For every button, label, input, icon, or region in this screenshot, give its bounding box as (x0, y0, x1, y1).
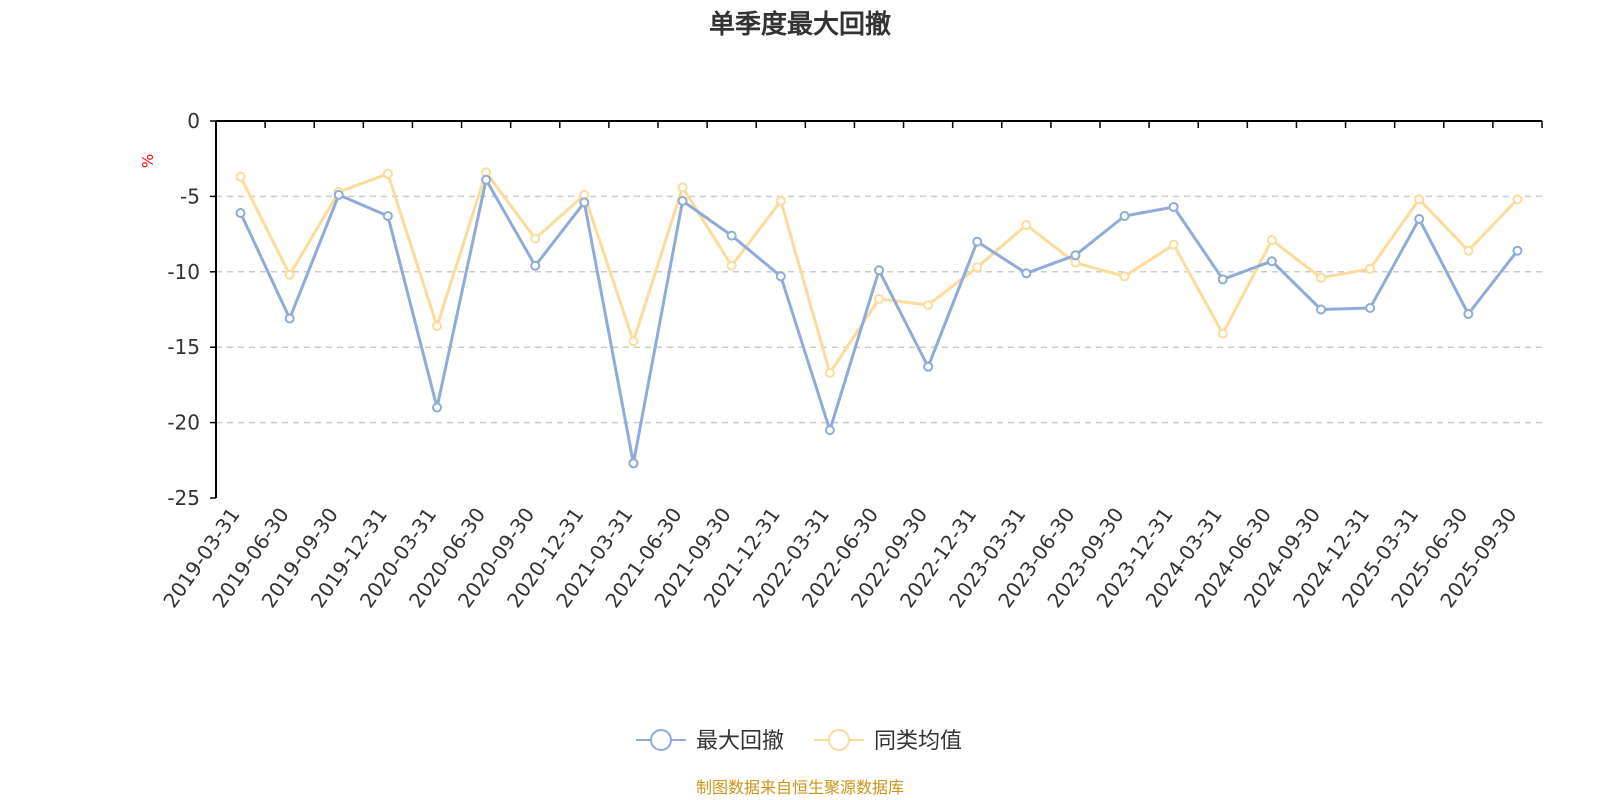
grid-lines (216, 195, 1542, 424)
legend-circle-icon (828, 729, 850, 751)
data-point (481, 174, 492, 185)
legend-item-max-drawdown[interactable]: 最大回撤 (636, 729, 784, 754)
series-max-drawdown (235, 174, 1523, 469)
axes (210, 120, 1543, 499)
data-point (1021, 268, 1032, 279)
y-tick-label: -25 (167, 486, 200, 510)
x-tick-labels: 2019-03-312019-06-302019-09-302019-12-31… (158, 503, 1521, 612)
data-point (1414, 194, 1425, 205)
data-point (1316, 272, 1326, 283)
data-point (530, 260, 541, 271)
data-point (1512, 245, 1523, 256)
legend-circle-icon (650, 729, 672, 751)
data-point (382, 211, 393, 222)
data-point (972, 236, 983, 247)
y-tick-labels: 0 -5 -10 -15 -20 -25 (167, 109, 200, 510)
data-point (1119, 211, 1130, 222)
data-point (530, 233, 541, 244)
data-point (284, 269, 295, 280)
data-point (1168, 201, 1179, 212)
data-point (775, 271, 786, 282)
data-point (382, 168, 393, 179)
y-tick-label: -20 (167, 411, 200, 435)
series-line (239, 178, 1519, 465)
data-point (235, 171, 246, 182)
data-point (824, 425, 835, 436)
data-point (1266, 256, 1277, 267)
data-point (1414, 214, 1425, 225)
data-point (775, 195, 786, 206)
data-point (1316, 304, 1326, 315)
y-tick-label: -15 (167, 335, 200, 359)
data-point (432, 402, 442, 413)
series-peer-average (235, 167, 1523, 378)
data-point (923, 361, 934, 372)
data-point (1217, 328, 1228, 339)
data-point (284, 313, 295, 324)
data-point (1119, 271, 1130, 282)
data-point (1463, 309, 1474, 320)
data-point (628, 458, 639, 469)
y-axis-unit: % (139, 154, 157, 168)
data-point (726, 230, 737, 241)
data-point (1021, 220, 1032, 231)
data-point (677, 195, 688, 206)
data-point (432, 321, 442, 332)
data-point (1365, 263, 1376, 274)
data-source-note: 制图数据来自恒生聚源数据库 (696, 778, 904, 797)
chart-title: 单季度最大回撤 (709, 9, 891, 40)
data-point (1365, 302, 1376, 313)
legend[interactable]: 最大回撤 同类均值 (636, 729, 962, 754)
data-point (874, 265, 884, 276)
data-point (1266, 235, 1277, 246)
data-point (824, 367, 835, 378)
data-point (1463, 245, 1474, 256)
y-tick-label: 0 (187, 109, 200, 133)
data-point (923, 299, 934, 310)
legend-label: 最大回撤 (696, 729, 784, 754)
data-point (972, 262, 983, 273)
data-point (677, 182, 688, 193)
data-point (1512, 194, 1523, 205)
data-point (874, 293, 884, 304)
data-point (1168, 239, 1179, 250)
legend-item-peer-average[interactable]: 同类均值 (814, 729, 962, 754)
series (235, 167, 1523, 469)
data-point (726, 260, 737, 271)
y-tick-label: -10 (167, 260, 200, 284)
y-tick-label: -5 (180, 184, 200, 208)
data-point (333, 189, 344, 200)
data-point (1070, 250, 1081, 261)
data-point (579, 197, 590, 208)
legend-label: 同类均值 (874, 729, 962, 754)
data-point (235, 207, 246, 218)
data-point (628, 336, 639, 347)
data-point (1217, 274, 1228, 285)
